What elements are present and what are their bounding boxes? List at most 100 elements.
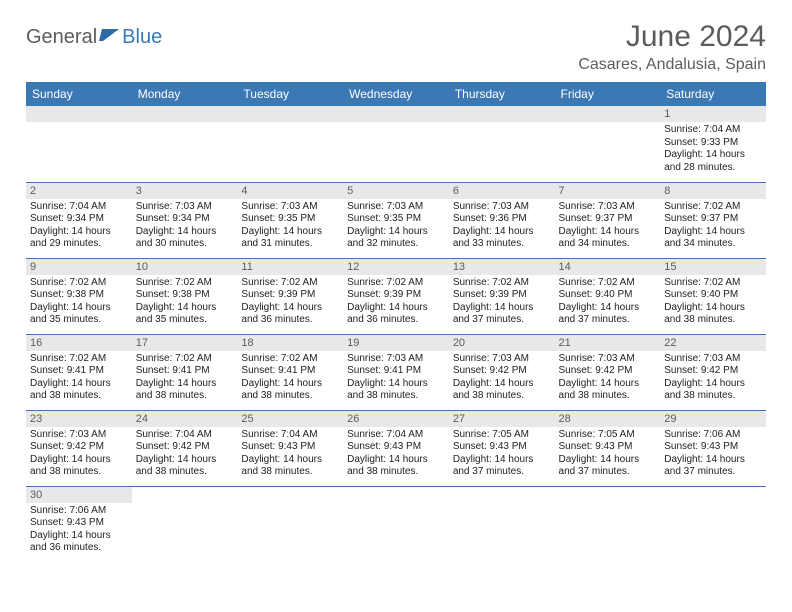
- calendar-cell: 22Sunrise: 7:03 AMSunset: 9:42 PMDayligh…: [660, 334, 766, 410]
- sunset-line: Sunset: 9:38 PM: [30, 289, 128, 302]
- calendar-cell: 5Sunrise: 7:03 AMSunset: 9:35 PMDaylight…: [343, 182, 449, 258]
- daylight-line: Daylight: 14 hours and 38 minutes.: [136, 378, 234, 403]
- weekday-header-row: SundayMondayTuesdayWednesdayThursdayFrid…: [26, 82, 766, 106]
- calendar-cell: [343, 486, 449, 562]
- day-details: Sunrise: 7:03 AMSunset: 9:34 PMDaylight:…: [132, 199, 238, 255]
- sunset-line: Sunset: 9:37 PM: [559, 213, 657, 226]
- calendar-cell: 27Sunrise: 7:05 AMSunset: 9:43 PMDayligh…: [449, 410, 555, 486]
- daylight-line: Daylight: 14 hours and 38 minutes.: [30, 454, 128, 479]
- daylight-line: Daylight: 14 hours and 38 minutes.: [30, 378, 128, 403]
- sunset-line: Sunset: 9:35 PM: [241, 213, 339, 226]
- day-details: Sunrise: 7:02 AMSunset: 9:38 PMDaylight:…: [26, 275, 132, 331]
- day-details: Sunrise: 7:02 AMSunset: 9:41 PMDaylight:…: [26, 351, 132, 407]
- sunset-line: Sunset: 9:43 PM: [559, 441, 657, 454]
- sunrise-line: Sunrise: 7:06 AM: [664, 429, 762, 442]
- day-number: 19: [343, 335, 449, 351]
- sunset-line: Sunset: 9:42 PM: [30, 441, 128, 454]
- calendar-cell: 17Sunrise: 7:02 AMSunset: 9:41 PMDayligh…: [132, 334, 238, 410]
- calendar-row: 30Sunrise: 7:06 AMSunset: 9:43 PMDayligh…: [26, 486, 766, 562]
- day-details: Sunrise: 7:02 AMSunset: 9:39 PMDaylight:…: [449, 275, 555, 331]
- sunset-line: Sunset: 9:42 PM: [559, 365, 657, 378]
- weekday-header: Tuesday: [237, 82, 343, 106]
- empty-day-header: [26, 106, 132, 122]
- sunrise-line: Sunrise: 7:02 AM: [664, 201, 762, 214]
- month-title: June 2024: [578, 20, 766, 54]
- daylight-line: Daylight: 14 hours and 37 minutes.: [664, 454, 762, 479]
- sunrise-line: Sunrise: 7:04 AM: [241, 429, 339, 442]
- day-number: 11: [237, 259, 343, 275]
- daylight-line: Daylight: 14 hours and 38 minutes.: [664, 302, 762, 327]
- daylight-line: Daylight: 14 hours and 37 minutes.: [559, 454, 657, 479]
- calendar-cell: 14Sunrise: 7:02 AMSunset: 9:40 PMDayligh…: [555, 258, 661, 334]
- calendar-cell: 20Sunrise: 7:03 AMSunset: 9:42 PMDayligh…: [449, 334, 555, 410]
- day-details: Sunrise: 7:04 AMSunset: 9:33 PMDaylight:…: [660, 122, 766, 178]
- day-number: 27: [449, 411, 555, 427]
- brand-flag-icon: [99, 27, 121, 48]
- calendar-cell: 8Sunrise: 7:02 AMSunset: 9:37 PMDaylight…: [660, 182, 766, 258]
- sunset-line: Sunset: 9:40 PM: [559, 289, 657, 302]
- sunrise-line: Sunrise: 7:02 AM: [30, 277, 128, 290]
- day-number: 9: [26, 259, 132, 275]
- day-number: 30: [26, 487, 132, 503]
- day-number: 25: [237, 411, 343, 427]
- calendar-cell: 6Sunrise: 7:03 AMSunset: 9:36 PMDaylight…: [449, 182, 555, 258]
- day-details: Sunrise: 7:02 AMSunset: 9:39 PMDaylight:…: [343, 275, 449, 331]
- day-details: Sunrise: 7:02 AMSunset: 9:40 PMDaylight:…: [660, 275, 766, 331]
- calendar-cell: [660, 486, 766, 562]
- calendar-cell: 23Sunrise: 7:03 AMSunset: 9:42 PMDayligh…: [26, 410, 132, 486]
- daylight-line: Daylight: 14 hours and 36 minutes.: [347, 302, 445, 327]
- sunset-line: Sunset: 9:39 PM: [453, 289, 551, 302]
- weekday-header: Wednesday: [343, 82, 449, 106]
- daylight-line: Daylight: 14 hours and 38 minutes.: [241, 378, 339, 403]
- sunrise-line: Sunrise: 7:02 AM: [241, 353, 339, 366]
- header: General Blue June 2024 Casares, Andalusi…: [26, 20, 766, 74]
- sunset-line: Sunset: 9:43 PM: [241, 441, 339, 454]
- sunset-line: Sunset: 9:42 PM: [136, 441, 234, 454]
- day-number: 8: [660, 183, 766, 199]
- day-details: Sunrise: 7:03 AMSunset: 9:42 PMDaylight:…: [26, 427, 132, 483]
- calendar-cell: 13Sunrise: 7:02 AMSunset: 9:39 PMDayligh…: [449, 258, 555, 334]
- day-details: Sunrise: 7:03 AMSunset: 9:42 PMDaylight:…: [660, 351, 766, 407]
- sunrise-line: Sunrise: 7:03 AM: [136, 201, 234, 214]
- day-details: Sunrise: 7:04 AMSunset: 9:43 PMDaylight:…: [343, 427, 449, 483]
- day-details: Sunrise: 7:06 AMSunset: 9:43 PMDaylight:…: [26, 503, 132, 559]
- daylight-line: Daylight: 14 hours and 28 minutes.: [664, 149, 762, 174]
- weekday-header: Saturday: [660, 82, 766, 106]
- day-number: 12: [343, 259, 449, 275]
- sunrise-line: Sunrise: 7:03 AM: [241, 201, 339, 214]
- sunrise-line: Sunrise: 7:05 AM: [559, 429, 657, 442]
- weekday-header: Monday: [132, 82, 238, 106]
- empty-day-header: [449, 106, 555, 122]
- daylight-line: Daylight: 14 hours and 31 minutes.: [241, 226, 339, 251]
- daylight-line: Daylight: 14 hours and 29 minutes.: [30, 226, 128, 251]
- calendar-cell: [237, 486, 343, 562]
- sunset-line: Sunset: 9:34 PM: [136, 213, 234, 226]
- sunrise-line: Sunrise: 7:03 AM: [347, 353, 445, 366]
- daylight-line: Daylight: 14 hours and 37 minutes.: [453, 302, 551, 327]
- day-number: 21: [555, 335, 661, 351]
- daylight-line: Daylight: 14 hours and 34 minutes.: [559, 226, 657, 251]
- sunset-line: Sunset: 9:33 PM: [664, 137, 762, 150]
- sunset-line: Sunset: 9:38 PM: [136, 289, 234, 302]
- sunset-line: Sunset: 9:43 PM: [30, 517, 128, 530]
- sunrise-line: Sunrise: 7:02 AM: [241, 277, 339, 290]
- calendar-cell: [555, 486, 661, 562]
- empty-day-header: [343, 106, 449, 122]
- day-number: 28: [555, 411, 661, 427]
- sunset-line: Sunset: 9:41 PM: [136, 365, 234, 378]
- brand-part2: Blue: [122, 26, 162, 49]
- daylight-line: Daylight: 14 hours and 35 minutes.: [30, 302, 128, 327]
- sunrise-line: Sunrise: 7:02 AM: [136, 353, 234, 366]
- day-details: Sunrise: 7:04 AMSunset: 9:42 PMDaylight:…: [132, 427, 238, 483]
- sunset-line: Sunset: 9:42 PM: [664, 365, 762, 378]
- day-number: 3: [132, 183, 238, 199]
- empty-day-header: [555, 106, 661, 122]
- day-number: 15: [660, 259, 766, 275]
- day-details: Sunrise: 7:02 AMSunset: 9:41 PMDaylight:…: [237, 351, 343, 407]
- calendar-row: 2Sunrise: 7:04 AMSunset: 9:34 PMDaylight…: [26, 182, 766, 258]
- daylight-line: Daylight: 14 hours and 38 minutes.: [241, 454, 339, 479]
- calendar-cell: 15Sunrise: 7:02 AMSunset: 9:40 PMDayligh…: [660, 258, 766, 334]
- calendar-cell: 2Sunrise: 7:04 AMSunset: 9:34 PMDaylight…: [26, 182, 132, 258]
- day-number: 26: [343, 411, 449, 427]
- calendar-cell: 24Sunrise: 7:04 AMSunset: 9:42 PMDayligh…: [132, 410, 238, 486]
